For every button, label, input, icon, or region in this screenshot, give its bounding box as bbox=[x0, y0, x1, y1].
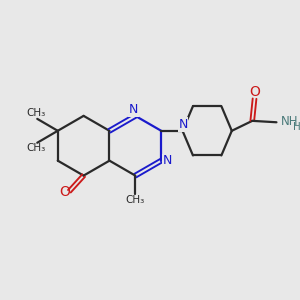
Text: CH₃: CH₃ bbox=[26, 143, 46, 153]
Text: N: N bbox=[129, 103, 138, 116]
Text: N: N bbox=[163, 154, 172, 167]
Text: H: H bbox=[293, 122, 300, 132]
Text: NH: NH bbox=[281, 115, 298, 128]
Text: O: O bbox=[250, 85, 261, 99]
Text: CH₃: CH₃ bbox=[26, 108, 46, 118]
Text: N: N bbox=[178, 118, 188, 131]
Text: CH₃: CH₃ bbox=[126, 195, 145, 205]
Text: O: O bbox=[59, 185, 70, 199]
